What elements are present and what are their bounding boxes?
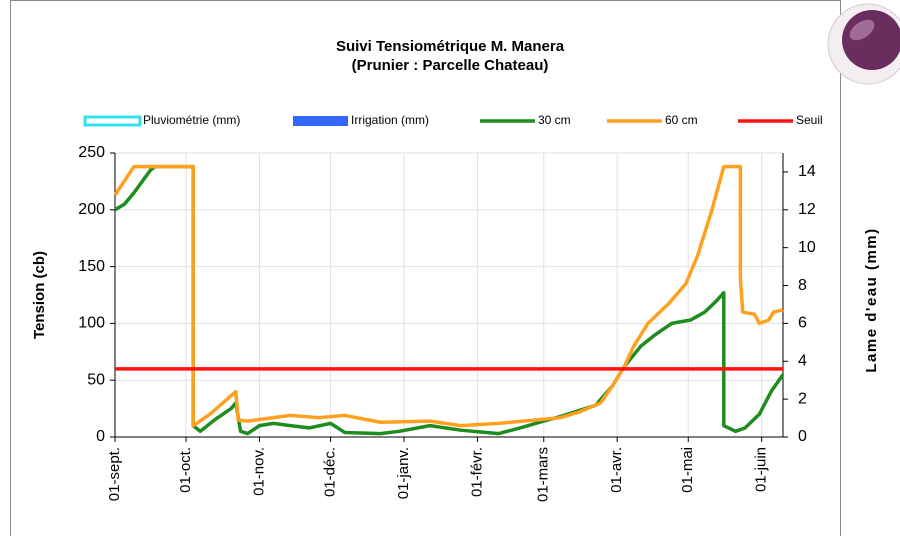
y2-tick-label: 4 — [798, 352, 807, 369]
y2-tick-label: 8 — [798, 277, 807, 294]
legend-label: 30 cm — [538, 113, 571, 127]
y-tick-label: 250 — [78, 144, 105, 161]
logo — [828, 4, 900, 84]
x-tick-label: 01-mai — [679, 447, 696, 493]
chart: Suivi Tensiométrique M. Manera (Prunier … — [0, 0, 900, 536]
legend-label: 60 cm — [665, 113, 698, 127]
x-tick-label: 01-nov. — [250, 447, 267, 496]
y-tick-label: 100 — [78, 315, 105, 332]
x-tick-label: 01-sept. — [106, 447, 123, 501]
chart-subtitle: (Prunier : Parcelle Chateau) — [352, 57, 549, 74]
y2-tick-label: 0 — [798, 428, 807, 445]
chart-title: Suivi Tensiométrique M. Manera — [336, 38, 565, 55]
y2-tick-label: 10 — [798, 239, 816, 256]
y-axis-title: Tension (cb) — [31, 251, 48, 339]
y-tick-label: 150 — [78, 258, 105, 275]
x-tick-label: 01-févr. — [468, 447, 485, 497]
y-tick-label: 50 — [87, 371, 105, 388]
x-tick-label: 01-juin — [753, 447, 770, 492]
legend-label: Seuil — [796, 113, 823, 127]
y2-tick-label: 2 — [798, 390, 807, 407]
x-tick-label: 01-avr. — [608, 447, 625, 493]
y2-axis-title: Lame d'eau (mm) — [863, 227, 880, 372]
page: {"chart_data": { "type": "line", "title"… — [0, 0, 900, 536]
legend-swatch — [85, 117, 140, 125]
y2-tick-label: 14 — [798, 163, 816, 180]
y-tick-label: 200 — [78, 201, 105, 218]
legend-label: Irrigation (mm) — [351, 113, 429, 127]
legend-swatch — [293, 116, 348, 126]
x-tick-label: 01-déc. — [322, 447, 339, 497]
x-tick-label: 01-mars — [535, 447, 552, 502]
y2-tick-label: 6 — [798, 315, 807, 332]
x-tick-label: 01-oct. — [177, 447, 194, 493]
y2-tick-label: 12 — [798, 201, 816, 218]
x-tick-label: 01-janv. — [395, 447, 412, 499]
legend-label: Pluviométrie (mm) — [143, 113, 240, 127]
chart-frame — [11, 1, 841, 536]
y-tick-label: 0 — [96, 428, 105, 445]
